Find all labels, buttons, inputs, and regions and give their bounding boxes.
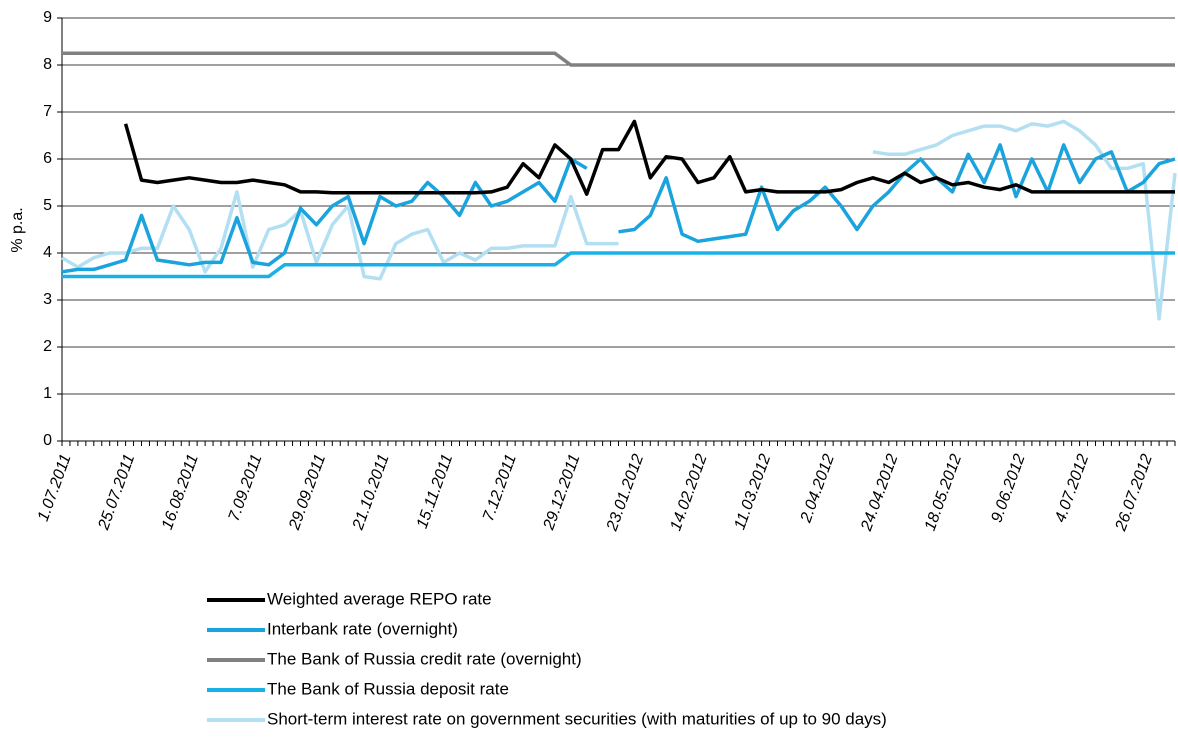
- series-line: [62, 51, 1175, 67]
- x-tick-label: 2.04.2012: [797, 452, 838, 526]
- x-tick-label: 9.06.2012: [988, 452, 1028, 525]
- y-tick-label: 6: [43, 150, 52, 167]
- x-tick-label: 18.05.2012: [922, 452, 965, 533]
- series-line: [123, 119, 1175, 196]
- x-tick-label: 16.08.2011: [159, 452, 202, 532]
- legend-label: The Bank of Russia credit rate (overnigh…: [267, 649, 582, 668]
- legend-label: Weighted average REPO rate: [267, 589, 492, 608]
- x-tick-label: 29.09.2011: [286, 452, 329, 533]
- y-tick-label: 8: [43, 56, 52, 73]
- y-tick-label: 9: [43, 9, 52, 26]
- y-tick-label: 3: [43, 291, 52, 308]
- series-line: [62, 251, 1175, 279]
- legend-label: The Bank of Russia deposit rate: [267, 679, 509, 698]
- x-tick-label: 23.01.2012: [603, 452, 647, 534]
- y-tick-label: 1: [43, 385, 52, 402]
- x-tick-label: 24.04.2012: [858, 452, 902, 534]
- y-tick-label: 0: [43, 432, 52, 449]
- x-tick-label: 7.12.2011: [480, 452, 520, 524]
- legend-label: Interbank rate (overnight): [267, 619, 458, 638]
- x-tick-label: 25.07.2011: [95, 452, 138, 533]
- x-tick-label: 4.07.2012: [1052, 452, 1092, 525]
- x-tick-label: 15.11.2011: [414, 452, 457, 531]
- x-tick-label: 29.12.2011: [540, 452, 583, 533]
- x-tick-label: 26.07.2012: [1112, 452, 1156, 534]
- x-tick-label: 11.03.2012: [731, 452, 774, 532]
- y-tick-label: 4: [43, 244, 52, 261]
- y-tick-label: 5: [43, 197, 52, 214]
- x-tick-label: 14.02.2012: [667, 452, 710, 533]
- y-axis-label: % p.a.: [9, 207, 26, 252]
- series-line: [61, 143, 1176, 274]
- x-tick-label: 1.07.2011: [35, 452, 75, 524]
- x-tick-label: 7.09.2011: [226, 452, 266, 524]
- legend-label: Short-term interest rate on government s…: [267, 709, 887, 728]
- y-tick-label: 7: [43, 103, 52, 120]
- y-tick-label: 2: [43, 338, 52, 355]
- x-tick-label: 21.10.2011: [349, 452, 392, 533]
